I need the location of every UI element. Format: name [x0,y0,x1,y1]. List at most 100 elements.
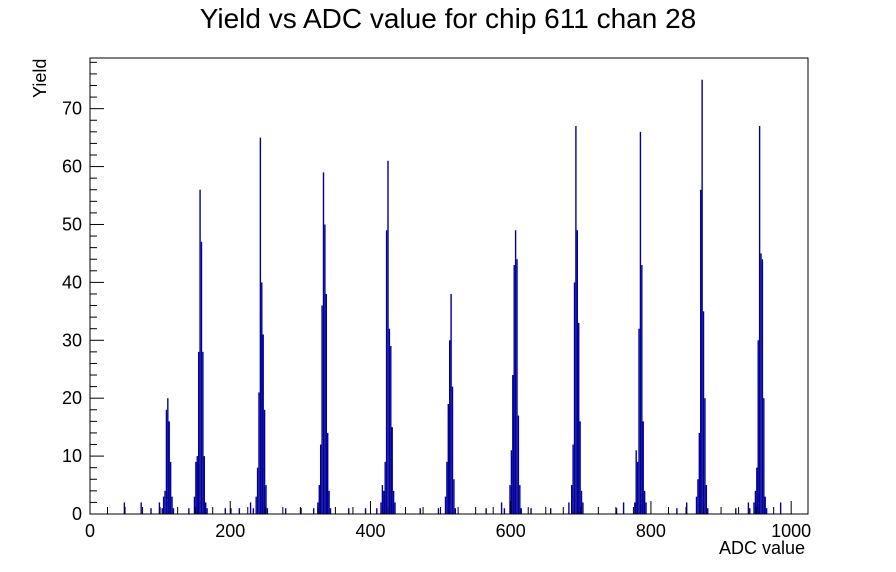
histogram-bin-91 [572,444,574,514]
histogram-bin-39 [300,508,302,514]
histogram-bin-131 [763,398,765,514]
y-tick-label-10: 10 [62,446,82,466]
histogram-bin-80 [512,375,514,514]
x-axis-ticks: 0 200 400 600 800 1000 [85,501,811,541]
histogram-bin-15 [195,461,197,514]
histogram-bars [123,79,782,515]
histogram-bin-132 [764,496,766,514]
histogram-bin-6 [164,490,166,514]
histogram-bin-125 [754,490,757,514]
histogram-bin-34 [262,334,264,514]
histogram-bin-120 [707,508,709,514]
histogram-bin-94 [576,230,579,514]
histogram-bin-68 [446,461,448,514]
histogram-bin-10 [169,461,172,514]
histogram-bin-83 [516,259,518,514]
histogram-bin-87 [530,508,532,514]
histogram-bin-38 [284,508,287,514]
histogram-bin-96 [579,421,581,514]
y-tick-label-40: 40 [62,272,82,292]
histogram-bin-28 [252,508,255,514]
histogram-bin-98 [582,502,584,514]
y-tick-label-0: 0 [72,504,82,524]
histogram-bin-3 [158,502,161,514]
plot-frame [89,57,809,515]
y-tick-label-70: 70 [62,99,82,119]
histogram-bin-69 [447,403,449,514]
histogram-bin-2 [150,508,152,514]
histogram-bin-130 [761,259,764,514]
histogram-bin-46 [324,224,326,515]
histogram-bin-35 [263,409,266,514]
histogram-bin-106 [641,265,643,514]
histogram-bin-45 [322,172,325,515]
histogram-bin-37 [266,508,269,514]
histogram-bin-53 [376,508,378,514]
histogram-bin-84 [517,415,520,514]
histogram-bin-97 [580,490,583,514]
histogram-bin-127 [757,340,759,514]
histogram-bin-118 [704,398,706,514]
histogram-bin-27 [249,502,252,514]
x-axis-label: ADC value [719,538,805,558]
histogram-bin-32 [259,137,262,514]
histogram-bin-101 [634,502,636,514]
histogram-bin-47 [325,293,327,514]
histogram-bin-20 [202,351,204,514]
histogram-bin-67 [444,496,447,514]
histogram-bin-82 [514,230,517,514]
x-tick-label-0: 0 [85,521,95,541]
histogram-bin-57 [384,461,386,514]
histogram-bin-110 [676,508,678,514]
histogram-bin-75 [485,508,487,514]
histogram-bin-21 [203,456,205,514]
histogram-bin-56 [383,490,385,514]
histogram-bin-22 [204,502,207,514]
histogram-bin-124 [753,502,755,514]
histogram-bin-73 [453,479,455,514]
histogram-bin-85 [519,485,521,514]
histogram-bin-48 [327,432,329,514]
histogram-bin-90 [571,485,573,514]
histogram-bin-81 [513,265,515,514]
histogram-bin-104 [638,328,640,514]
histogram-bin-29 [255,496,257,514]
histogram-bin-51 [348,508,350,514]
histogram-bin-62 [391,427,393,514]
histogram-bin-7 [165,409,168,514]
histogram-bin-112 [695,496,698,514]
histogram-bin-44 [321,305,323,514]
histogram-bin-42 [318,485,320,514]
histogram-bin-30 [256,467,259,514]
histogram-bin-16 [196,456,198,514]
histogram-bin-49 [328,490,330,514]
histogram-bin-9 [168,421,170,514]
histogram-bin-115 [700,189,702,515]
histogram-bin-108 [643,490,646,514]
y-tick-label-20: 20 [62,388,82,408]
histogram-bin-99 [615,508,618,514]
x-tick-label-200: 200 [215,521,245,541]
histogram-bin-105 [639,131,642,514]
histogram-bin-123 [749,508,751,514]
histogram-bin-52 [364,508,367,514]
histogram-bin-24 [224,508,227,514]
histogram-bin-76 [500,502,503,514]
histogram-bin-66 [437,508,440,514]
chart-title: Yield vs ADC value for chip 611 chan 28 [200,3,697,34]
histogram-bin-18 [199,189,201,515]
histogram-bin-60 [388,328,391,514]
histogram-bin-117 [702,311,705,514]
histogram-bin-23 [206,508,208,514]
histogram-bin-122 [747,502,750,514]
histogram-bin-50 [329,508,332,514]
y-tick-label-60: 60 [62,157,82,177]
histogram-bin-86 [520,508,522,514]
x-tick-label-600: 600 [496,521,526,541]
histogram-bin-25 [230,508,232,514]
histogram-bin-126 [756,467,758,514]
histogram-bin-72 [451,386,454,514]
histogram-bin-129 [760,253,762,514]
x-tick-label-800: 800 [636,521,666,541]
histogram-bin-93 [575,126,577,514]
